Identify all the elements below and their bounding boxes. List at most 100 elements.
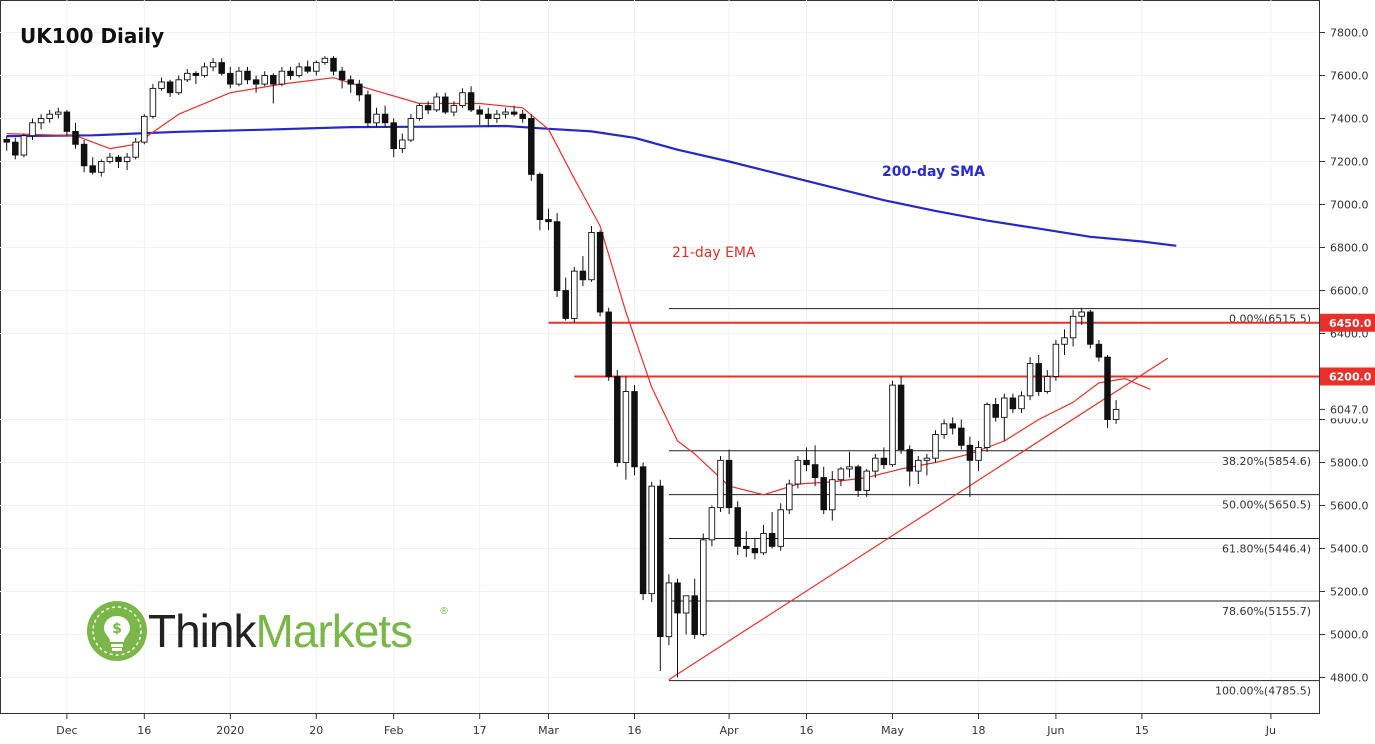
- candles: [3, 56, 1120, 678]
- logo-markets: Markets: [255, 605, 413, 657]
- candle-up: [682, 595, 690, 614]
- candle-down: [768, 533, 776, 547]
- trendline: [668, 357, 1169, 681]
- candle-up: [184, 72, 191, 81]
- sma-annotation: 200-day SMA: [882, 164, 985, 180]
- candle-up: [149, 87, 157, 117]
- candle-up: [983, 404, 991, 448]
- time-tick-label: Feb: [384, 724, 403, 737]
- candle-down: [244, 70, 251, 81]
- price-label: 6200.0: [1329, 371, 1372, 384]
- candle-up: [794, 459, 802, 485]
- candle-up: [209, 62, 217, 68]
- candle-up: [700, 539, 707, 635]
- candle-down: [330, 57, 337, 72]
- candle-up: [502, 111, 509, 115]
- time-tick-label: 20: [309, 724, 323, 737]
- price-tick-label: 5600.0: [1330, 500, 1369, 513]
- candle-down: [854, 466, 862, 491]
- candle-up: [975, 447, 982, 461]
- candle-down: [553, 221, 561, 291]
- sma-200-line: [6, 124, 1177, 247]
- logo-think: Think: [148, 605, 256, 657]
- candle-down: [631, 391, 638, 468]
- candle-up: [20, 135, 28, 156]
- candle-down: [1104, 356, 1111, 420]
- ema-21-path: [6, 77, 1151, 496]
- candle-down: [80, 143, 88, 167]
- candle-down: [424, 105, 432, 111]
- candle-up: [37, 118, 45, 124]
- candle-up: [278, 70, 286, 85]
- candle-up: [1052, 343, 1060, 377]
- candle-down: [1095, 343, 1103, 358]
- candle-down: [347, 79, 354, 85]
- candle-up: [588, 231, 595, 281]
- candle-down: [743, 545, 750, 549]
- candle-down: [227, 72, 234, 85]
- candle-up: [863, 470, 870, 491]
- candle-down: [3, 138, 10, 143]
- trendline-path: [668, 357, 1169, 681]
- candle-down: [880, 457, 888, 466]
- price-tick-label: 6800.0: [1330, 242, 1369, 255]
- fib-label: 38.20%(5854.6): [1222, 455, 1311, 468]
- lightbulb-icon: $: [87, 601, 147, 661]
- candle-up: [399, 139, 406, 150]
- price-tick-label: 7800.0: [1330, 27, 1369, 40]
- candle-down: [115, 156, 122, 162]
- candle-up: [717, 459, 724, 509]
- candle-up: [493, 113, 501, 119]
- candle-down: [579, 270, 587, 281]
- candle-up: [261, 75, 268, 85]
- fibonacci-levels: 0.00%(6515.5)38.20%(5854.6)50.00%(5650.5…: [668, 308, 1319, 698]
- time-tick-label: Apr: [720, 724, 740, 737]
- price-tick-label: 5400.0: [1330, 543, 1369, 556]
- candle-down: [1009, 397, 1017, 410]
- time-axis: Dec 16 2020 20 Feb 17 Mar 16 Apr 16 May 18 Jun 15 Ju: [56, 713, 1276, 737]
- candle-down: [89, 165, 96, 173]
- candle-up: [923, 457, 931, 461]
- candle-down: [1035, 363, 1042, 393]
- candle-up: [373, 113, 380, 124]
- candle-down: [906, 449, 913, 472]
- candle-down: [725, 459, 733, 509]
- candle-down: [356, 83, 363, 96]
- price-label-box: [1320, 400, 1375, 419]
- candle-up: [665, 582, 673, 638]
- candle-up: [846, 466, 853, 470]
- price-tick-label: 7600.0: [1330, 70, 1369, 83]
- time-tick-label: 15: [1135, 724, 1149, 737]
- candle-up: [872, 457, 879, 472]
- candle-up: [915, 459, 922, 472]
- candle-down: [751, 548, 759, 554]
- fib-label: 61.80%(5446.4): [1222, 543, 1311, 556]
- ema-21-line: [6, 77, 1151, 496]
- candle-down: [252, 79, 260, 85]
- candle-up: [55, 111, 62, 115]
- candle-down: [596, 231, 604, 313]
- candle-up: [932, 434, 939, 459]
- candle-up: [1001, 397, 1008, 418]
- candle-up: [829, 479, 836, 511]
- candle-down: [364, 94, 372, 124]
- candle-up: [123, 156, 131, 162]
- time-tick-label: Ju: [1265, 724, 1276, 737]
- candle-up: [940, 423, 948, 435]
- candle-down: [639, 466, 647, 595]
- price-tick-label: 5200.0: [1330, 586, 1369, 599]
- candle-down: [442, 96, 449, 113]
- candle-down: [476, 109, 483, 115]
- time-tick-label: Dec: [56, 724, 77, 737]
- candle-down: [166, 81, 174, 94]
- candle-up: [98, 161, 105, 173]
- candle-down: [519, 113, 526, 119]
- candle-down: [691, 595, 698, 635]
- candle-up: [622, 391, 630, 463]
- candle-up: [313, 62, 320, 72]
- price-axis: 7800.0 7600.0 7400.0 7200.0 7000.0 6800.0 6600…: [1319, 27, 1375, 685]
- candle-up: [1069, 315, 1077, 339]
- candle-down: [510, 111, 518, 115]
- candle-up: [416, 105, 423, 119]
